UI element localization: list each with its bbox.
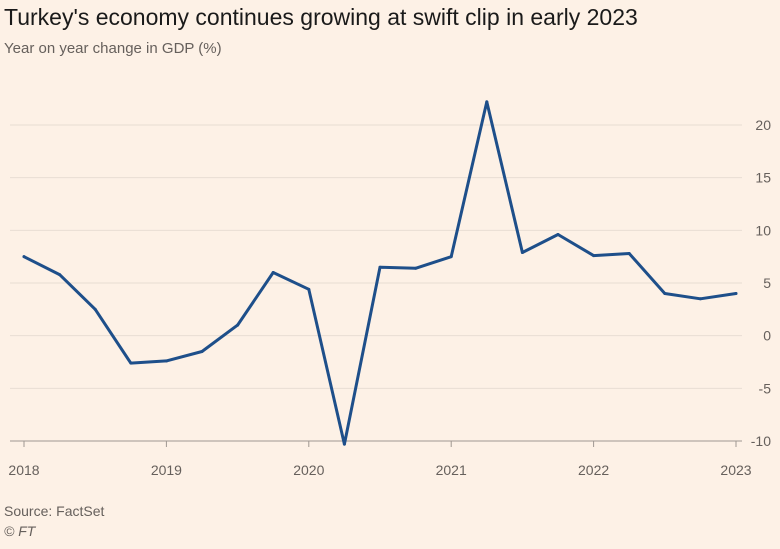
y-tick-label: 5 <box>763 275 771 291</box>
data-point <box>663 292 667 296</box>
data-point <box>698 297 702 301</box>
data-point <box>485 100 489 104</box>
y-tick-label: -5 <box>759 380 772 396</box>
data-point <box>414 266 418 270</box>
gdp-growth-line <box>22 100 738 446</box>
chart-title: Turkey's economy continues growing at sw… <box>4 4 638 30</box>
x-tick-label: 2019 <box>151 462 182 478</box>
chart-subtitle: Year on year change in GDP (%) <box>4 40 222 57</box>
data-point <box>200 349 204 353</box>
data-point <box>342 442 346 446</box>
y-tick-label: 15 <box>755 170 771 186</box>
data-point <box>164 359 168 363</box>
data-point <box>93 307 97 311</box>
x-axis: 2018 2019 2020 2021 2022 2023 <box>8 440 752 478</box>
data-point <box>58 273 62 277</box>
x-tick-label: 2023 <box>720 462 751 478</box>
data-point <box>592 254 596 258</box>
data-point <box>271 270 275 274</box>
y-tick-label: 10 <box>755 222 771 238</box>
x-tick-label: 2021 <box>436 462 467 478</box>
y-tick-label: 0 <box>763 328 771 344</box>
y-tick-label: -10 <box>751 433 771 449</box>
y-axis-ticks: 20 15 10 5 0 -5 -10 <box>751 117 771 449</box>
data-point <box>307 287 311 291</box>
data-point <box>520 250 524 254</box>
series-layer <box>22 100 738 446</box>
data-point <box>627 252 631 256</box>
x-tick-label: 2018 <box>8 462 39 478</box>
data-point <box>556 233 560 237</box>
data-point <box>378 265 382 269</box>
y-tick-label: 20 <box>755 117 771 133</box>
x-tick-label: 2022 <box>578 462 609 478</box>
source-note: Source: FactSet <box>4 503 105 519</box>
data-point <box>236 323 240 327</box>
x-tick-label: 2020 <box>293 462 324 478</box>
data-point <box>129 361 133 365</box>
data-point <box>734 292 738 296</box>
data-point <box>449 255 453 259</box>
data-point <box>22 255 26 259</box>
ft-credit: © FT <box>4 523 36 539</box>
